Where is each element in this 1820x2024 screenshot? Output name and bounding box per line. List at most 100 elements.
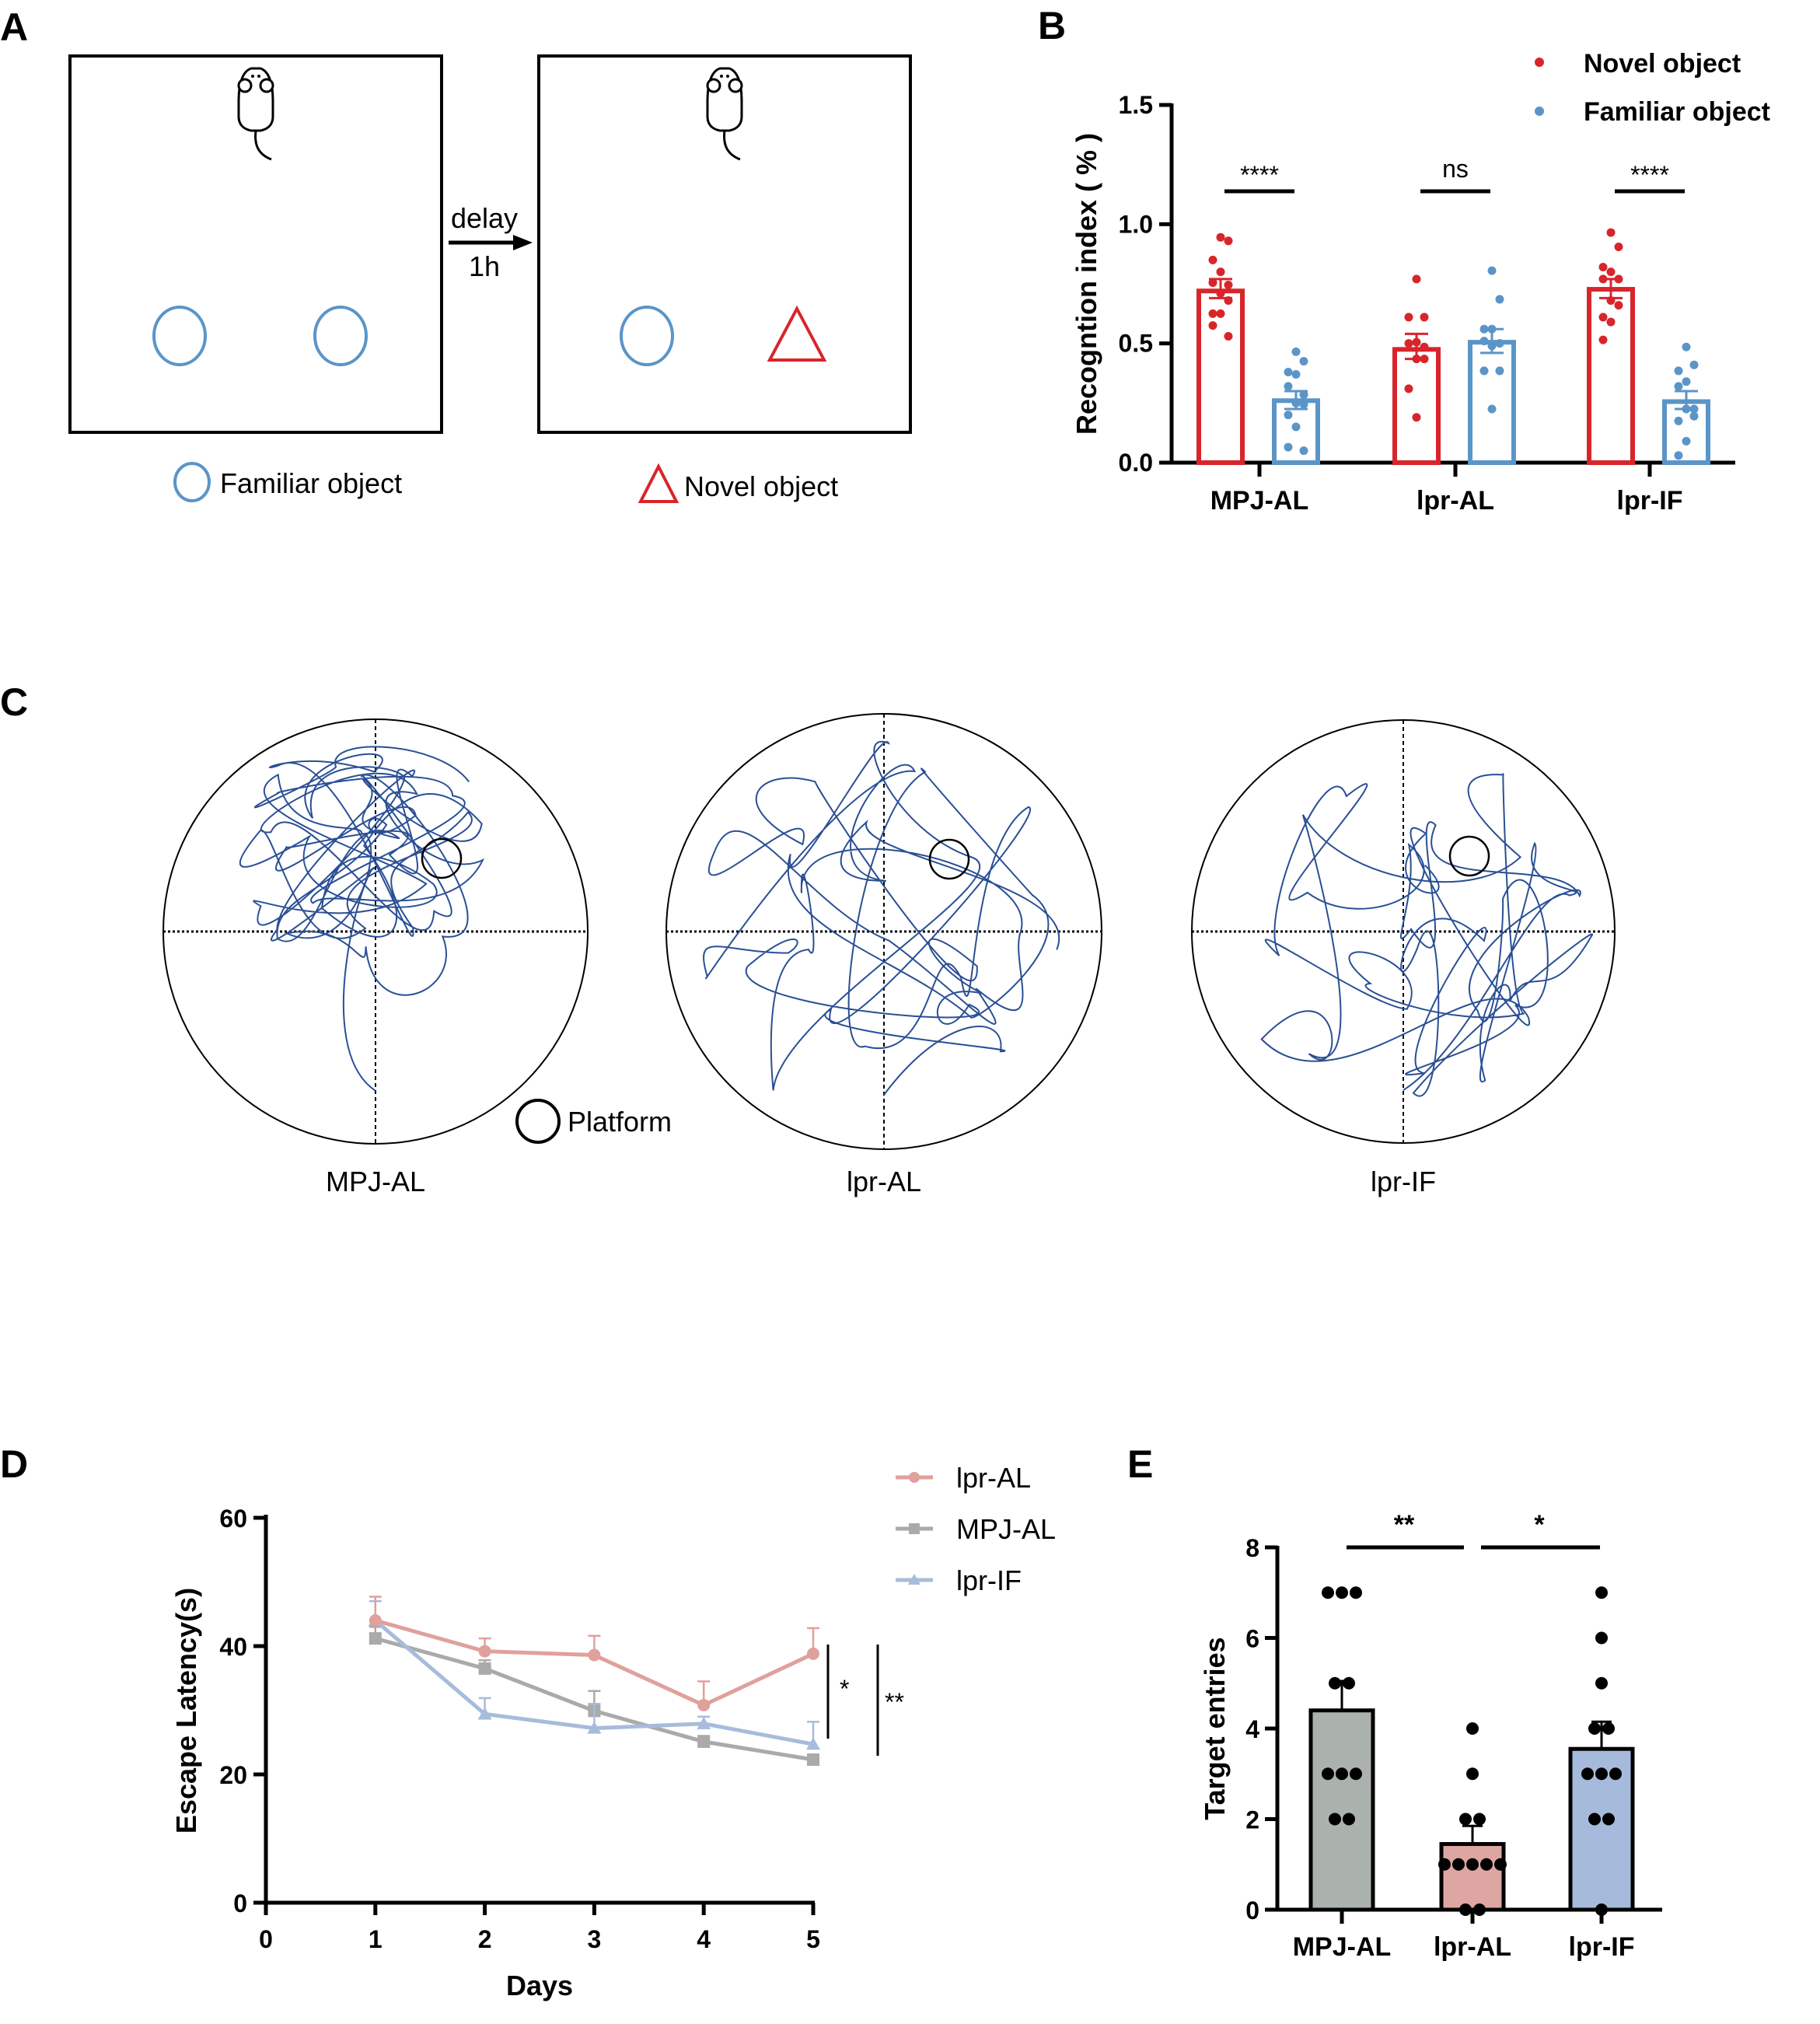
b-data-point	[1487, 341, 1497, 351]
b-data-point	[1299, 400, 1308, 409]
b-data-point	[1674, 366, 1683, 376]
b-data-point	[1598, 274, 1608, 284]
maze-label-lpr-if: lpr-IF	[1371, 1166, 1436, 1197]
e-data-point	[1473, 1813, 1486, 1826]
e-category-label: MPJ-AL	[1293, 1932, 1392, 1962]
b-category-label: lpr-AL	[1417, 486, 1494, 516]
d-x-tick-label: 0	[259, 1925, 273, 1953]
d-marker-triangle	[587, 1721, 602, 1734]
b-data-point	[1216, 267, 1225, 277]
b-data-point	[1689, 404, 1699, 414]
b-data-point	[1598, 263, 1608, 272]
b-data-point	[1284, 367, 1293, 376]
legend-novel-label: Novel object	[684, 470, 838, 502]
e-data-point	[1494, 1858, 1507, 1871]
d-y-tick-label: 0	[233, 1889, 247, 1917]
legend-novel-icon	[638, 463, 679, 503]
b-data-point	[1420, 313, 1429, 322]
e-data-point	[1329, 1676, 1341, 1690]
e-data-point	[1452, 1858, 1465, 1871]
b-data-point	[1598, 335, 1608, 344]
familiar-object-circle	[152, 306, 207, 366]
mouse-icon	[237, 67, 274, 161]
b-data-point	[1284, 411, 1293, 420]
b-data-point	[1614, 242, 1623, 251]
d-legend-marker	[909, 1472, 920, 1483]
b-data-point	[1291, 370, 1301, 379]
e-data-point	[1322, 1586, 1334, 1599]
b-data-point	[1299, 390, 1308, 400]
b-legend-novel-marker	[1535, 58, 1544, 67]
b-data-point	[1299, 357, 1308, 366]
e-data-point	[1595, 1676, 1608, 1690]
d-x-tick-label: 3	[588, 1925, 602, 1953]
e-category-label: lpr-AL	[1434, 1932, 1511, 1962]
arrow-label-delay: delay	[451, 202, 518, 234]
b-data-point	[1404, 339, 1413, 348]
b-data-point	[1674, 416, 1683, 425]
maze-label-mpj-al: MPJ-AL	[326, 1166, 425, 1197]
b-data-point	[1689, 411, 1699, 421]
d-legend-label: lpr-IF	[956, 1564, 1022, 1596]
b-data-point	[1208, 309, 1217, 318]
familiar-object-circle	[620, 306, 674, 366]
e-data-point	[1466, 1767, 1479, 1781]
b-data-point	[1420, 342, 1429, 351]
b-data-point	[1682, 377, 1691, 386]
d-marker-circle	[478, 1645, 491, 1658]
e-data-point	[1336, 1767, 1348, 1781]
d-x-tick-label: 5	[806, 1925, 820, 1953]
d-y-tick-label: 20	[219, 1761, 247, 1789]
e-data-point	[1466, 1858, 1479, 1871]
e-data-point	[1595, 1767, 1608, 1781]
legend-familiar-icon	[173, 462, 211, 502]
b-data-point	[1412, 337, 1421, 347]
b-data-point	[1224, 295, 1233, 305]
panel-b: B Recogntion index ( % ) 0.0 0.5 1.0 1.5 MP…	[1038, 4, 1770, 516]
d-y-tick-label: 40	[219, 1633, 247, 1661]
e-data-point	[1581, 1767, 1594, 1781]
b-data-point	[1224, 331, 1233, 341]
b-data-point	[1487, 404, 1497, 414]
panel-e-label: E	[1127, 1442, 1153, 1486]
e-data-point	[1480, 1858, 1493, 1871]
b-category-label: MPJ-AL	[1210, 486, 1309, 516]
b-data-point	[1479, 324, 1489, 334]
b-data-point	[1208, 321, 1217, 330]
e-sig-label-2: *	[1534, 1510, 1545, 1540]
swim-track	[239, 746, 485, 1092]
b-data-point	[1291, 422, 1301, 432]
d-x-axis-title: Days	[506, 1970, 573, 2001]
b-data-point	[1216, 309, 1225, 318]
b-data-point	[1412, 274, 1421, 284]
b-legend-familiar-marker	[1535, 107, 1544, 116]
d-legend-label: MPJ-AL	[956, 1513, 1056, 1545]
panel-a: A delay 1h Familiar object Novel object	[0, 5, 912, 503]
water-maze	[665, 713, 1102, 1150]
b-data-point	[1224, 236, 1233, 246]
b-y-tick-label: 0.5	[1119, 330, 1153, 358]
water-maze	[162, 718, 589, 1145]
arena-box-training	[68, 54, 443, 434]
mouse-icon	[706, 67, 743, 161]
b-data-point	[1682, 342, 1691, 351]
b-data-point	[1224, 281, 1233, 290]
d-legend-marker	[908, 1574, 920, 1585]
panel-d: D Escape Latency(s) Days 0 20 40 60 0 1 2 3 4 5 l…	[0, 1442, 1056, 2001]
e-data-point	[1438, 1858, 1451, 1871]
b-data-point	[1216, 232, 1225, 242]
d-legend-marker	[909, 1523, 920, 1534]
panel-e: E Target entries 0 2 4 6 8 MPJ-AL lpr-AL lpr-IF…	[1127, 1442, 1662, 1962]
e-data-point	[1459, 1903, 1472, 1916]
b-data-point	[1598, 313, 1608, 322]
platform-legend-label: Platform	[568, 1106, 672, 1138]
e-y-tick-label: 4	[1245, 1715, 1259, 1743]
e-y-tick-label: 0	[1245, 1896, 1259, 1924]
e-data-point	[1602, 1722, 1615, 1735]
b-data-point	[1606, 228, 1616, 237]
b-y-tick-label: 0.0	[1119, 449, 1153, 477]
b-data-point	[1479, 366, 1489, 376]
b-sig-label: ns	[1442, 155, 1469, 183]
d-marker-circle	[369, 1614, 382, 1627]
b-data-point	[1299, 446, 1308, 456]
